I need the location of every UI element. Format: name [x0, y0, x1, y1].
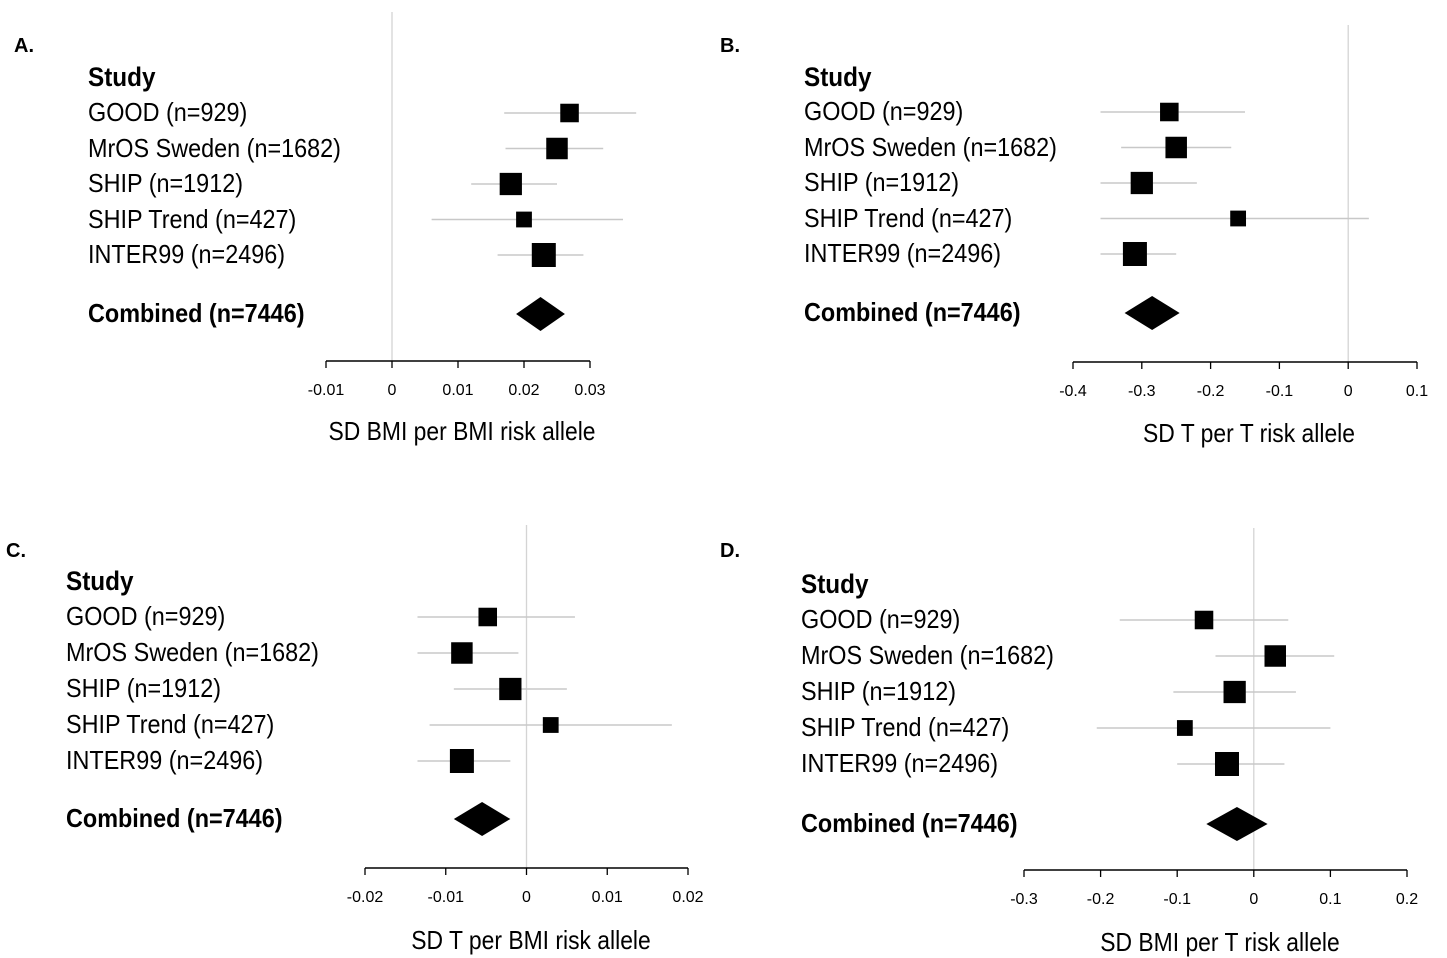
- study-estimate-marker: [1165, 136, 1187, 159]
- x-tick-label: -0.2: [1197, 383, 1225, 400]
- x-tick-label: -0.2: [1087, 891, 1115, 908]
- x-tick-label: 0: [388, 382, 397, 399]
- study-estimate-marker: [1194, 610, 1214, 630]
- study-estimate-marker: [499, 172, 522, 196]
- study-label: MrOS Sweden (n=1682): [804, 131, 1057, 162]
- study-estimate-marker: [1176, 720, 1193, 736]
- combined-estimate-diamond: [453, 802, 511, 836]
- study-label: INTER99 (n=2496): [88, 239, 286, 269]
- study-estimate-marker: [1223, 680, 1246, 704]
- study-label: SHIP (n=1912): [804, 167, 960, 197]
- panel-letter: C.: [6, 540, 26, 562]
- study-estimate-marker: [560, 103, 579, 123]
- study-estimate-marker: [1214, 752, 1239, 776]
- x-axis-title: SD BMI per BMI risk allele: [328, 416, 596, 446]
- study-label: SHIP Trend (n=427): [88, 203, 297, 234]
- study-label: MrOS Sweden (n=1682): [66, 637, 319, 667]
- study-estimate-marker: [516, 211, 532, 228]
- x-tick-label: -0.1: [1266, 383, 1294, 400]
- study-label: SHIP (n=1912): [66, 673, 222, 703]
- study-column-header: Study: [801, 569, 869, 599]
- panel-letter: B.: [720, 35, 740, 57]
- x-tick-label: 0: [522, 889, 531, 906]
- x-tick-label: -0.01: [428, 889, 465, 906]
- x-tick-label: 0.03: [574, 382, 605, 399]
- x-tick-label: -0.01: [308, 382, 345, 399]
- study-label: SHIP (n=1912): [801, 676, 957, 706]
- study-estimate-marker: [1160, 102, 1179, 122]
- combined-label: Combined (n=7446): [804, 297, 1021, 327]
- study-estimate-marker: [542, 717, 559, 733]
- study-estimate-marker: [1122, 242, 1147, 266]
- study-estimate-marker: [478, 607, 498, 627]
- combined-label: Combined (n=7446): [66, 803, 283, 833]
- study-label: MrOS Sweden (n=1682): [801, 640, 1054, 670]
- study-label: INTER99 (n=2496): [66, 745, 264, 775]
- study-estimate-marker: [499, 677, 522, 701]
- x-axis-title: SD BMI per T risk allele: [1099, 927, 1340, 957]
- x-axis-title: SD T per BMI risk allele: [410, 925, 651, 955]
- study-label: INTER99 (n=2496): [804, 238, 1002, 268]
- x-tick-label: -0.4: [1059, 383, 1087, 400]
- x-tick-label: 0: [1249, 891, 1258, 908]
- x-tick-label: -0.3: [1010, 891, 1038, 908]
- study-label: GOOD (n=929): [88, 97, 248, 127]
- study-estimate-marker: [546, 137, 568, 160]
- study-estimate-marker: [449, 749, 474, 773]
- study-column-header: Study: [88, 62, 156, 92]
- x-tick-label: -0.3: [1128, 383, 1156, 400]
- study-estimate-marker: [1130, 171, 1153, 195]
- combined-estimate-diamond: [1206, 807, 1268, 841]
- study-column-header: Study: [804, 62, 872, 92]
- study-label: SHIP Trend (n=427): [801, 712, 1010, 742]
- panel-letter: A.: [14, 35, 34, 57]
- x-tick-label: 0.02: [508, 382, 539, 399]
- study-label: SHIP Trend (n=427): [66, 709, 275, 739]
- study-label: GOOD (n=929): [66, 601, 226, 631]
- x-tick-label: 0.1: [1319, 891, 1341, 908]
- study-label: SHIP Trend (n=427): [804, 202, 1013, 233]
- x-tick-label: 0: [1344, 383, 1353, 400]
- combined-estimate-diamond: [516, 297, 565, 331]
- study-estimate-marker: [531, 243, 556, 267]
- combined-label: Combined (n=7446): [88, 298, 305, 328]
- study-label: MrOS Sweden (n=1682): [88, 132, 341, 163]
- x-tick-label: 0.2: [1396, 891, 1418, 908]
- study-label: GOOD (n=929): [804, 96, 964, 126]
- study-label: GOOD (n=929): [801, 604, 961, 634]
- x-tick-label: 0.01: [442, 382, 473, 399]
- x-tick-label: 0.02: [672, 889, 703, 906]
- study-estimate-marker: [1264, 645, 1286, 667]
- study-label: SHIP (n=1912): [88, 168, 244, 198]
- x-tick-label: 0.01: [592, 889, 623, 906]
- combined-estimate-diamond: [1124, 296, 1180, 330]
- x-axis-title: SD T per T risk allele: [1143, 418, 1355, 448]
- study-estimate-marker: [451, 642, 473, 664]
- x-tick-label: -0.02: [347, 889, 384, 906]
- panel-letter: D.: [720, 540, 740, 562]
- x-tick-label: 0.1: [1406, 383, 1428, 400]
- study-column-header: Study: [66, 566, 134, 596]
- combined-label: Combined (n=7446): [801, 808, 1018, 838]
- x-tick-label: -0.1: [1163, 891, 1191, 908]
- study-estimate-marker: [1230, 210, 1247, 227]
- study-label: INTER99 (n=2496): [801, 748, 999, 778]
